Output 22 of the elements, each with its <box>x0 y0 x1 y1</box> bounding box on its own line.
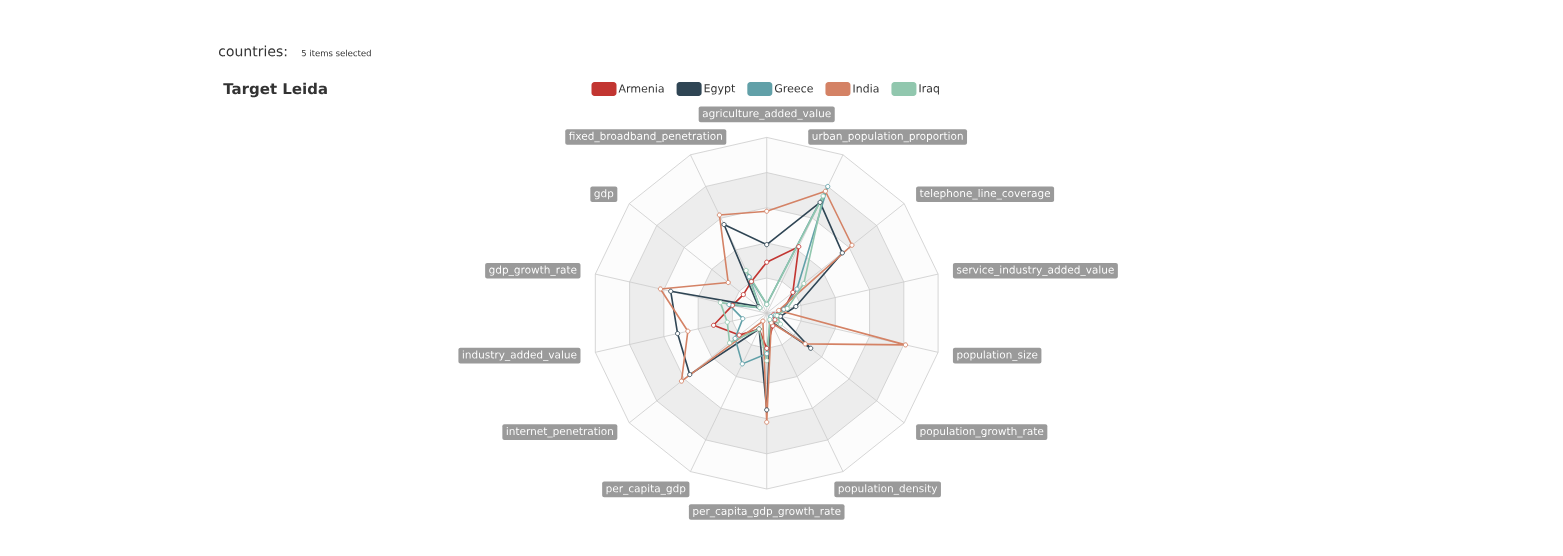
spoke-label: industry_added_value <box>462 350 577 361</box>
text: Target Leida <box>223 82 327 98</box>
spoke-label: population_density <box>838 484 938 495</box>
spoke-label: fixed_broadband_penetration <box>568 131 722 143</box>
text: countries: <box>218 45 287 57</box>
spoke-label: population_size <box>957 350 1038 361</box>
legend-label: Iraq <box>919 84 939 95</box>
spoke-label: population_growth_rate <box>920 426 1044 438</box>
legend-label: Armenia <box>618 84 664 93</box>
spoke-label: per_capita_gdp_growth_rate <box>693 506 841 518</box>
legend-label: Greece <box>774 84 813 93</box>
spoke-label: per_capita_gdp <box>606 484 686 495</box>
spoke-label: service_industry_added_value <box>956 265 1114 276</box>
spoke-label: telephone_line_coverage <box>919 189 1051 200</box>
spoke-label: agriculture_added_value <box>702 109 831 120</box>
legend-label: Egypt <box>704 84 736 95</box>
spoke-label: internet_penetration <box>506 426 613 438</box>
text: 5 items selected <box>301 49 371 57</box>
legend-label: India <box>853 84 879 93</box>
spoke-label: gdp <box>594 189 614 200</box>
spoke-label: gdp_growth_rate <box>489 265 577 276</box>
spoke-label: urban_population_proportion <box>812 131 963 143</box>
